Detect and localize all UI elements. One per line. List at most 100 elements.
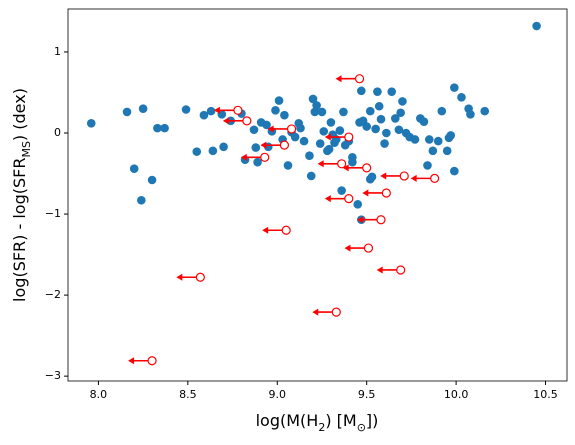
y-tick-label: 1 (54, 45, 61, 58)
label-text: ) (dex) (10, 88, 29, 141)
upper-limit-arrowhead (222, 117, 229, 125)
upper-limit-arrowhead (312, 308, 319, 316)
data-point (181, 105, 191, 114)
upper-limit-point (233, 105, 243, 115)
data-point (362, 122, 371, 131)
data-point (376, 114, 386, 124)
data-point (419, 117, 429, 126)
y-tick-label: −1 (45, 207, 61, 220)
data-point (251, 143, 261, 152)
data-point (129, 164, 139, 173)
upper-limit-point (147, 356, 157, 366)
subscript: MS (20, 141, 33, 157)
data-point (457, 93, 466, 102)
upper-limit (260, 140, 290, 150)
data-point (208, 146, 218, 156)
data-point (283, 161, 293, 170)
upper-limit-point (331, 307, 341, 317)
data-point (310, 107, 320, 117)
data-point (450, 166, 459, 176)
data-point (348, 157, 357, 167)
label-text: log(SFR) - log(SFR (10, 158, 29, 302)
upper-limit-arrowhead (128, 357, 135, 365)
data-point (357, 86, 366, 96)
data-point (138, 104, 148, 113)
x-axis-label: log(M(H2) [M⊙]) (256, 411, 379, 434)
upper-limit (262, 225, 291, 235)
data-point (424, 135, 434, 144)
data-point (446, 131, 456, 140)
upper-limit-point (260, 152, 270, 162)
data-point (274, 96, 284, 105)
data-point (532, 21, 541, 31)
data-point (391, 114, 400, 123)
data-point (317, 107, 327, 117)
upper-limit-arrowhead (324, 133, 331, 141)
upper-limit (240, 152, 270, 162)
upper-limit (380, 171, 409, 181)
data-point (122, 107, 132, 117)
upper-limit (128, 356, 157, 366)
data-point (442, 146, 452, 156)
subscript: 2 (318, 421, 325, 434)
upper-limit-arrowhead (267, 125, 274, 133)
upper-limit-arrowhead (344, 244, 351, 252)
data-point (353, 200, 363, 209)
upper-limit (356, 215, 386, 225)
upper-limit (362, 188, 391, 198)
data-point (296, 123, 305, 133)
upper-limit (324, 132, 354, 142)
data-point (382, 128, 391, 138)
y-axis-label: log(SFR) - log(SFRMS) (dex) (10, 88, 33, 302)
y-tick-label: 0 (54, 126, 61, 139)
upper-limit-point (396, 265, 406, 275)
upper-limit-arrowhead (317, 160, 324, 168)
label-text: log(M(H (256, 411, 319, 430)
upper-limit (222, 116, 252, 126)
data-point (271, 106, 280, 115)
upper-limit-point (430, 173, 440, 183)
data-point (315, 139, 325, 148)
data-point (312, 101, 321, 110)
data-point (160, 123, 169, 133)
data-point (324, 144, 334, 154)
upper-limit-point (381, 188, 391, 198)
upper-limit (176, 272, 205, 282)
subscript: ⊙ (357, 421, 366, 434)
data-point (410, 135, 420, 144)
data-point (147, 175, 157, 185)
upper-limit-point (376, 215, 386, 225)
x-tick-label: 9.5 (358, 388, 376, 401)
upper-limit-arrowhead (380, 172, 387, 180)
upper-limit-arrowhead (356, 216, 363, 224)
upper-limit-arrowhead (324, 195, 331, 203)
data-point (137, 195, 146, 205)
data-point (326, 118, 336, 127)
upper-limit (376, 265, 406, 275)
upper-limit-point (362, 163, 372, 173)
data-point (319, 127, 329, 136)
upper-limit-arrowhead (240, 153, 247, 161)
upper-limit-arrowhead (262, 226, 269, 234)
data-point (437, 106, 447, 116)
upper-limit-point (363, 243, 374, 253)
data-point (305, 151, 314, 160)
upper-limit (335, 74, 365, 84)
data-point (86, 118, 96, 128)
upper-limit-point (279, 140, 290, 150)
data-point (466, 110, 475, 119)
upper-limit-point (242, 116, 252, 126)
data-point (394, 125, 404, 135)
data-point (374, 101, 384, 111)
data-point (290, 132, 300, 142)
data-point (335, 126, 345, 135)
data-point (373, 87, 382, 96)
upper-limit-arrowhead (213, 106, 220, 114)
data-point (387, 87, 397, 96)
upper-limit-point (344, 132, 354, 142)
y-tick-label: −2 (45, 288, 61, 301)
upper-limit (267, 124, 297, 134)
x-tick-label: 8.5 (179, 388, 197, 401)
upper-limit (344, 243, 374, 253)
